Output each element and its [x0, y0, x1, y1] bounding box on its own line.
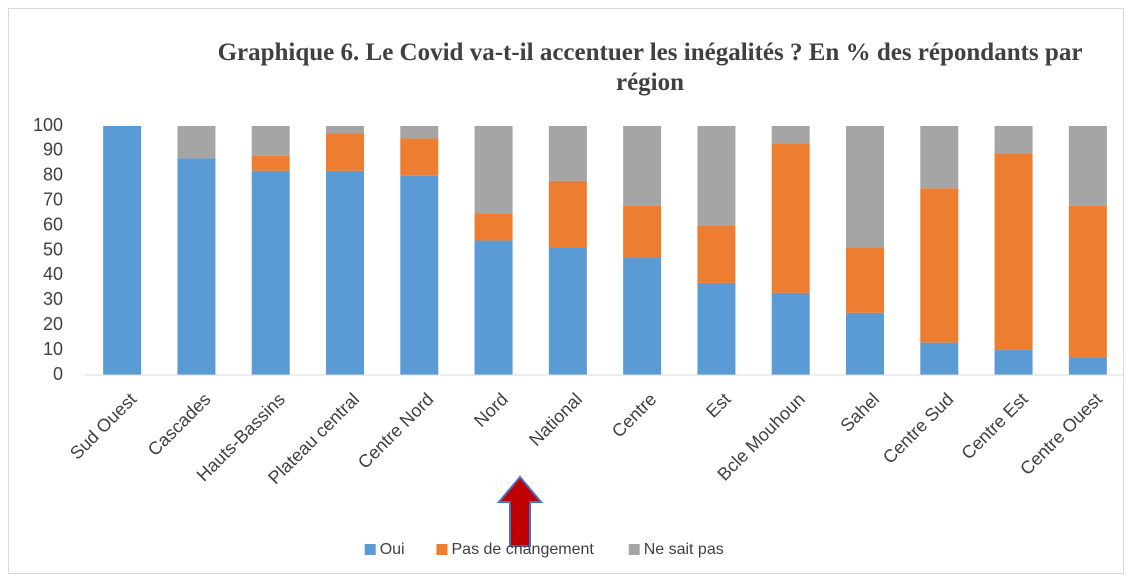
y-tick-label: 60: [43, 214, 63, 234]
bar-segment: [697, 126, 736, 226]
legend-swatch: [364, 544, 376, 555]
x-tick-label: Sud Ouest: [66, 389, 140, 463]
legend-swatch: [436, 544, 448, 555]
x-tick-label: Centre: [608, 389, 660, 441]
bar-segment: [326, 126, 364, 134]
bar-segment: [994, 350, 1033, 375]
x-tick-label: Sahel: [836, 389, 883, 436]
y-tick-label: 40: [43, 264, 63, 284]
legend-swatch: [628, 544, 640, 555]
x-tick-label: Centre Nord: [354, 389, 437, 472]
bar-segment: [771, 292, 810, 375]
bar-segment: [623, 257, 662, 375]
bar-segment: [326, 133, 364, 171]
bar-segment: [846, 126, 884, 249]
y-tick-label: 70: [43, 189, 63, 209]
y-tick-label: 100: [33, 115, 63, 135]
bar-segment: [697, 282, 736, 375]
bar-segment: [103, 126, 142, 375]
bar-segment: [846, 248, 884, 313]
chart-frame: [8, 8, 1124, 574]
bar-segment: [846, 312, 884, 375]
x-tick-label: Est: [702, 389, 735, 422]
y-tick-label: 80: [43, 165, 63, 185]
bar-segment: [920, 342, 959, 375]
bar-segment: [251, 155, 290, 171]
bar-segment: [994, 126, 1033, 154]
bar-segment: [1068, 126, 1107, 206]
bar-segment: [177, 126, 216, 159]
bar-segment: [623, 126, 662, 206]
bar-segment: [400, 126, 439, 139]
legend-label: Oui: [380, 541, 405, 558]
bar-segment: [400, 138, 439, 176]
bar-segment: [548, 248, 587, 375]
bar-segment: [920, 188, 959, 343]
y-tick-label: 90: [43, 140, 63, 160]
bar-segment: [474, 213, 513, 241]
bar-segment: [251, 170, 290, 375]
x-tick-label: Centre Est: [957, 389, 1031, 463]
y-tick-label: 0: [53, 364, 63, 384]
bar-segment: [994, 153, 1033, 351]
bar-segment: [251, 126, 290, 156]
bar-segment: [326, 170, 364, 375]
bar-segment: [771, 143, 810, 293]
bar-segment: [400, 175, 439, 375]
bar-segment: [548, 180, 587, 249]
y-tick-label: 50: [43, 239, 63, 259]
x-tick-label: National: [525, 389, 586, 450]
bar-segment: [920, 126, 959, 189]
bar-segment: [474, 240, 513, 375]
y-tick-label: 20: [43, 314, 63, 334]
legend-label: Pas de changement: [452, 541, 595, 558]
x-tick-label: Nord: [470, 389, 512, 431]
bar-segment: [548, 126, 587, 181]
legend-label: Ne sait pas: [644, 541, 724, 558]
bar-segment: [697, 225, 736, 283]
x-tick-label: Cascades: [144, 389, 215, 460]
bar-segment: [177, 158, 216, 375]
bar-segment: [771, 126, 810, 144]
bar-segment: [1068, 205, 1107, 358]
bar-segment: [474, 126, 513, 214]
highlight-arrow: [496, 475, 544, 547]
x-tick-label: Centre Sud: [879, 389, 958, 468]
y-tick-label: 30: [43, 289, 63, 309]
chart-title: Graphique 6. Le Covid va-t-il accentuer …: [217, 39, 1083, 96]
y-tick-label: 10: [43, 339, 63, 359]
bar-segment: [623, 205, 662, 258]
bar-segment: [1068, 357, 1107, 375]
